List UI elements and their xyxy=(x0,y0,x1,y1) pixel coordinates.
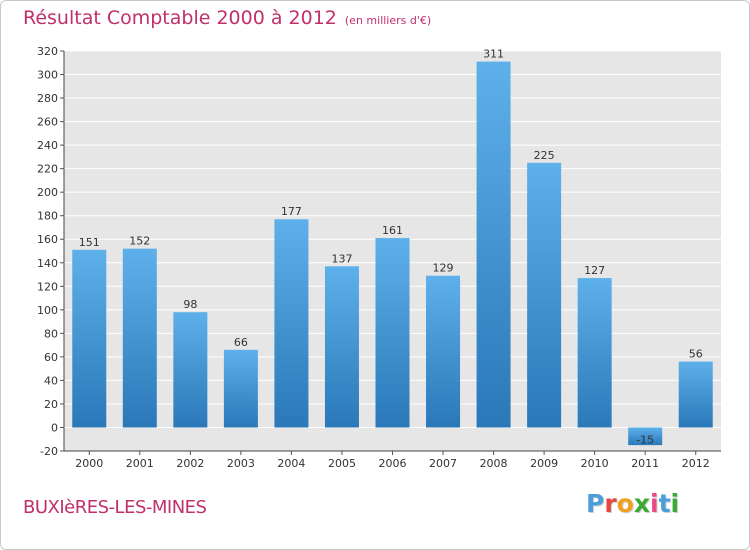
x-tick-label: 2002 xyxy=(176,457,204,470)
data-label-2002: 98 xyxy=(183,298,197,311)
y-tick-label: 100 xyxy=(37,304,58,317)
data-label-2001: 152 xyxy=(129,235,150,248)
data-label-2003: 66 xyxy=(234,336,248,349)
x-tick-label: 2005 xyxy=(328,457,356,470)
data-label-2007: 129 xyxy=(433,262,454,275)
logo-letter: P xyxy=(586,489,605,518)
y-tick-label: 240 xyxy=(37,139,58,152)
bar-2003 xyxy=(223,349,258,428)
y-tick-label: 300 xyxy=(37,69,58,82)
bar-2004 xyxy=(274,219,309,428)
bar-2000 xyxy=(72,249,107,428)
data-label-2008: 311 xyxy=(483,48,504,61)
y-tick-label: 320 xyxy=(37,45,58,58)
y-tick-label: 180 xyxy=(37,210,58,223)
data-label-2011: -15 xyxy=(636,433,654,446)
y-tick-label: 140 xyxy=(37,257,58,270)
proxiti-logo: Proxiti xyxy=(586,489,679,518)
y-tick-label: 220 xyxy=(37,163,58,176)
data-label-2012: 56 xyxy=(689,348,703,361)
commune-name: BUXIèRES-LES-MINES xyxy=(23,497,207,518)
chart-unit: (en milliers d'€) xyxy=(344,14,432,27)
bar-2008 xyxy=(476,61,511,428)
x-tick-label: 2007 xyxy=(429,457,457,470)
bar-2009 xyxy=(527,162,562,428)
data-label-2000: 151 xyxy=(79,236,100,249)
bar-2002 xyxy=(173,312,208,428)
y-tick-label: 120 xyxy=(37,280,58,293)
x-tick-label: 2000 xyxy=(75,457,103,470)
x-tick-label: 2010 xyxy=(581,457,609,470)
x-tick-label: 2009 xyxy=(530,457,558,470)
y-tick-label: 40 xyxy=(44,374,58,387)
chart-title: Résultat Comptable 2000 à 2012 (en millie… xyxy=(23,7,431,29)
logo-letter: r xyxy=(604,489,617,518)
y-tick-label: 200 xyxy=(37,186,58,199)
bar-2001 xyxy=(122,248,157,428)
y-tick-label: 260 xyxy=(37,116,58,129)
y-tick-label: 60 xyxy=(44,351,58,364)
y-tick-label: 0 xyxy=(51,421,58,434)
y-tick-label: -20 xyxy=(40,445,58,458)
y-tick-label: 80 xyxy=(44,327,58,340)
bar-2010 xyxy=(577,278,612,428)
x-tick-label: 2006 xyxy=(379,457,407,470)
x-tick-label: 2003 xyxy=(227,457,255,470)
x-tick-label: 2004 xyxy=(277,457,305,470)
data-label-2009: 225 xyxy=(534,149,555,162)
logo-letter: i xyxy=(670,489,680,518)
x-tick-label: 2011 xyxy=(631,457,659,470)
logo-letter: x xyxy=(633,489,650,518)
chart-title-text: Résultat Comptable 2000 à 2012 xyxy=(23,7,337,29)
bar-2007 xyxy=(426,275,461,428)
x-tick-label: 2001 xyxy=(126,457,154,470)
bar-2005 xyxy=(324,266,359,428)
logo-letter: i xyxy=(650,489,659,518)
bar-2011 xyxy=(628,427,663,446)
bar-2006 xyxy=(375,238,410,428)
data-label-2006: 161 xyxy=(382,224,403,237)
x-tick-label: 2008 xyxy=(480,457,508,470)
y-tick-label: 160 xyxy=(37,233,58,246)
y-tick-label: 280 xyxy=(37,92,58,105)
y-tick-label: 20 xyxy=(44,398,58,411)
logo-letter: o xyxy=(616,489,634,518)
x-tick-label: 2012 xyxy=(682,457,710,470)
data-label-2004: 177 xyxy=(281,205,302,218)
bar-2012 xyxy=(678,361,713,428)
logo-letter: t xyxy=(658,489,671,518)
data-label-2005: 137 xyxy=(331,252,352,265)
data-label-2010: 127 xyxy=(584,264,605,277)
